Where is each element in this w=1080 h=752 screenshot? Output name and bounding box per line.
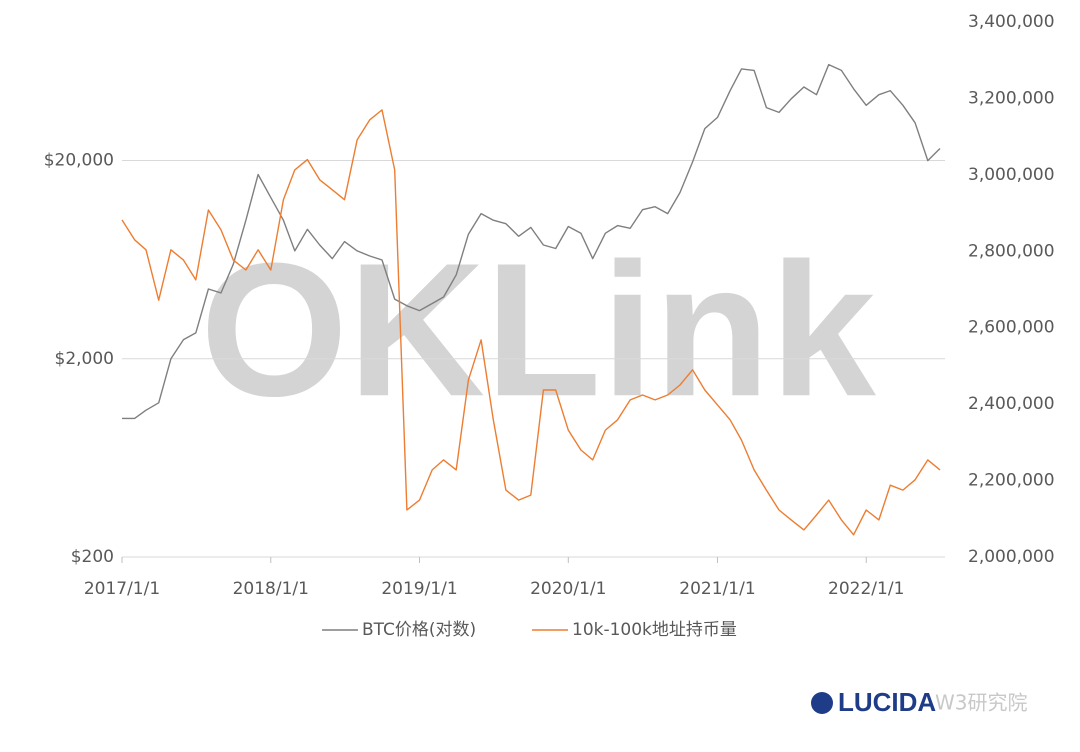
y-tick-label: $20,000 xyxy=(44,151,114,171)
y-tick-label: $200 xyxy=(71,547,114,567)
y2-tick-label: 3,000,000 xyxy=(968,165,1055,185)
y2-tick-label: 2,400,000 xyxy=(968,394,1055,414)
logo: LUCIDA xyxy=(838,687,936,717)
logo-icon xyxy=(811,692,833,714)
x-tick-label: 2017/1/1 xyxy=(84,579,160,599)
x-tick-label: 2019/1/1 xyxy=(381,579,457,599)
watermark: OKLink xyxy=(200,224,876,436)
footer-text: W3研究院 xyxy=(935,691,1028,715)
series-line xyxy=(121,109,941,536)
x-tick-label: 2022/1/1 xyxy=(828,579,904,599)
y2-tick-label: 2,600,000 xyxy=(968,318,1055,338)
x-tick-label: 2018/1/1 xyxy=(233,579,309,599)
x-tick-label: 2020/1/1 xyxy=(530,579,606,599)
series-line xyxy=(122,63,941,420)
y2-tick-label: 3,400,000 xyxy=(968,12,1055,32)
y2-tick-label: 3,200,000 xyxy=(968,88,1055,108)
legend-label: 10k-100k地址持币量 xyxy=(572,620,737,640)
y2-tick-label: 2,000,000 xyxy=(968,547,1055,567)
y-tick-label: $2,000 xyxy=(55,349,114,369)
y2-tick-label: 2,800,000 xyxy=(968,241,1055,261)
legend-label: BTC价格(对数) xyxy=(362,620,476,640)
y2-tick-label: 2,200,000 xyxy=(968,471,1055,491)
x-tick-label: 2021/1/1 xyxy=(679,579,755,599)
